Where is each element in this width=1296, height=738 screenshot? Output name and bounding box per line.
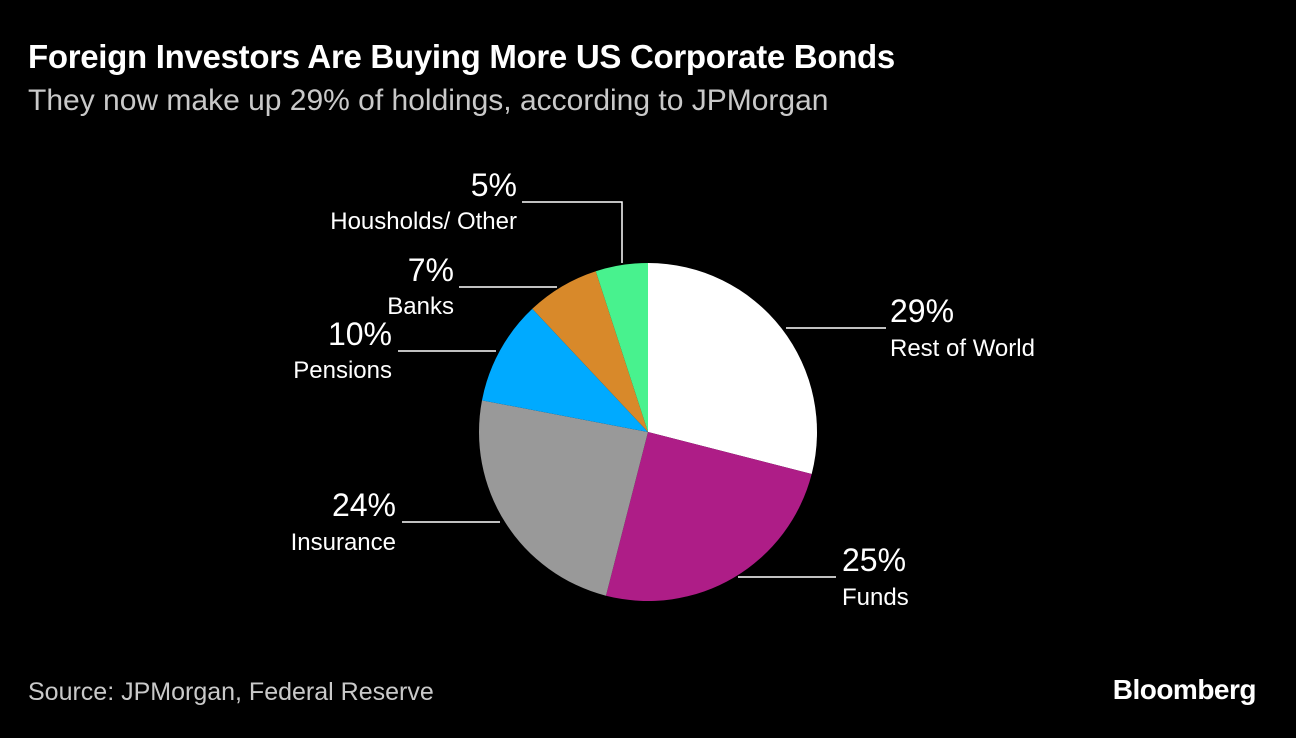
pie-labels: 29% Rest of World 25% Funds 24% Insurance 10% P… bbox=[291, 167, 1035, 611]
slice-value-label: 24% bbox=[332, 487, 396, 523]
slice-category-label: Housholds/ Other bbox=[330, 208, 517, 235]
pie-slice-pensions bbox=[481, 308, 648, 432]
slice-value-label: 7% bbox=[408, 252, 454, 288]
slice-value-label: 25% bbox=[842, 542, 906, 578]
slice-category-label: Funds bbox=[842, 584, 909, 611]
bloomberg-logo: Bloomberg bbox=[1112, 674, 1257, 705]
slice-category-label: Insurance bbox=[291, 529, 396, 556]
pie-slice-rest-of-world bbox=[648, 263, 817, 475]
slice-value-label: 10% bbox=[328, 316, 392, 352]
chart-title: Foreign Investors Are Buying More US Cor… bbox=[28, 38, 895, 75]
source-note: Source: JPMorgan, Federal Reserve bbox=[28, 678, 434, 706]
pie-slice-housholds-other bbox=[595, 263, 648, 432]
chart-subtitle: They now make up 29% of holdings, accord… bbox=[28, 84, 829, 117]
pie-slice-funds bbox=[605, 432, 812, 601]
slice-category-label: Rest of World bbox=[890, 335, 1035, 362]
slice-category-label: Pensions bbox=[293, 357, 392, 384]
slice-value-label: 29% bbox=[890, 293, 954, 329]
leader-line bbox=[522, 201, 623, 263]
pie-slice-insurance bbox=[478, 400, 648, 596]
pie-slices bbox=[478, 263, 817, 601]
slice-value-label: 5% bbox=[471, 167, 517, 203]
slice-category-label: Banks bbox=[387, 293, 454, 320]
pie-slice-banks bbox=[532, 271, 648, 432]
